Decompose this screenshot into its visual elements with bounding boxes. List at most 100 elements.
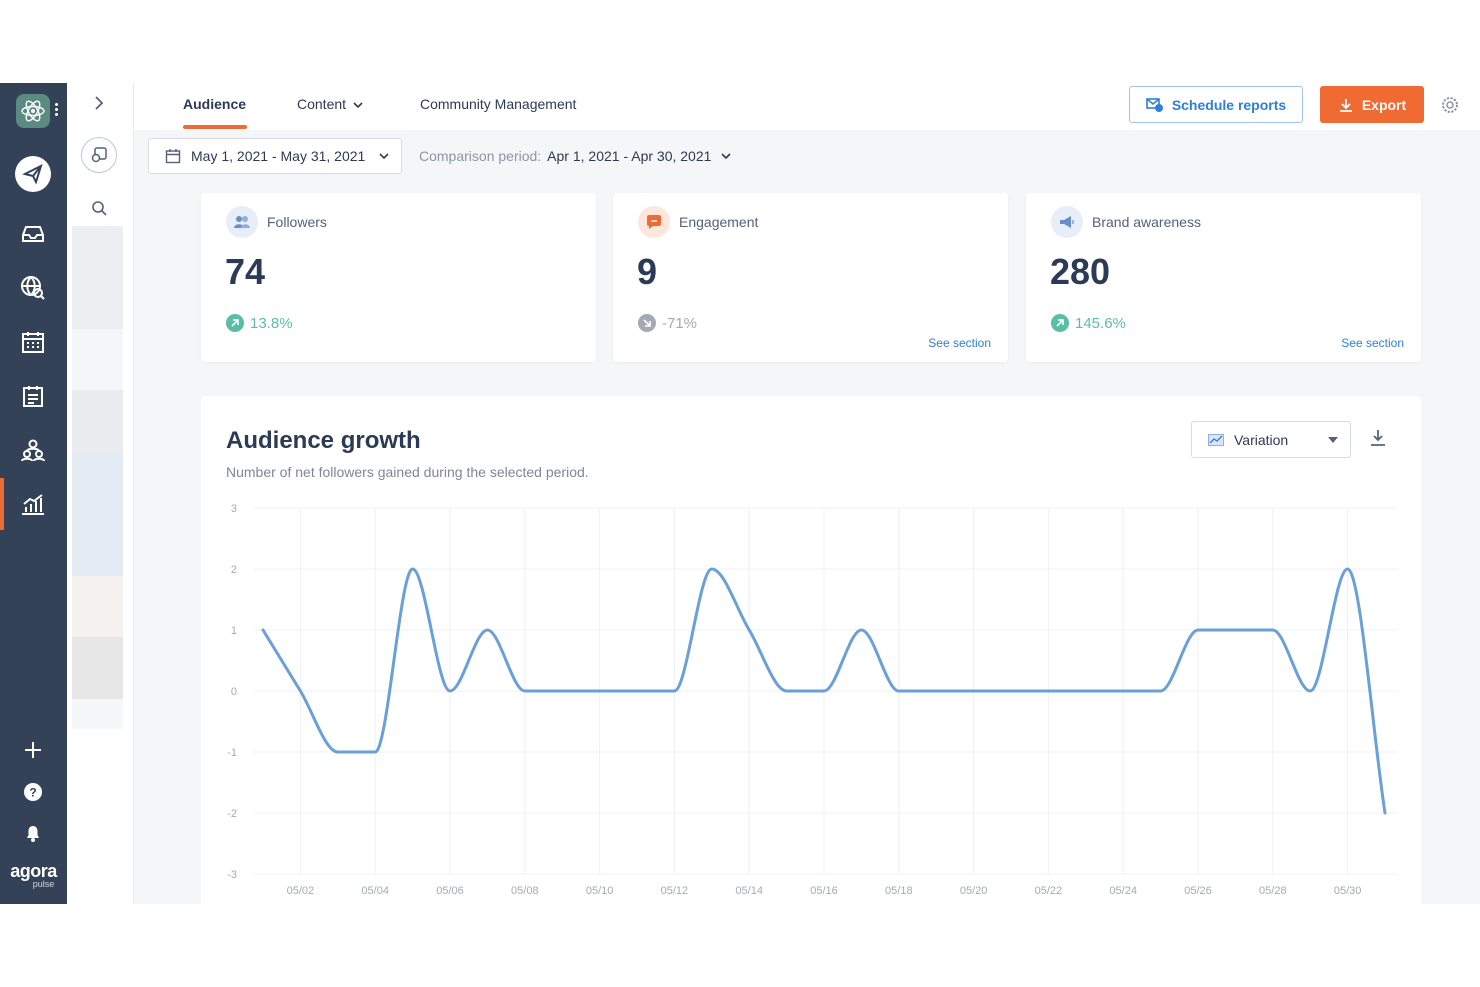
chart-subtitle: Number of net followers gained during th… <box>226 464 589 480</box>
x-tick-label: 05/28 <box>1259 885 1287 897</box>
tab-content[interactable]: Content <box>297 96 363 112</box>
search-icon[interactable] <box>91 200 107 216</box>
download-chart-icon[interactable] <box>1368 428 1388 448</box>
download-icon <box>1339 98 1352 112</box>
x-tick-label: 05/08 <box>511 885 539 897</box>
y-tick-label: -3 <box>227 869 237 881</box>
x-tick-label: 05/22 <box>1035 885 1063 897</box>
x-tick-label: 05/20 <box>960 885 988 897</box>
engagement-icon <box>638 206 670 238</box>
gear-icon[interactable] <box>1441 96 1459 114</box>
y-tick-label: 3 <box>231 503 237 515</box>
card-change-value: 145.6% <box>1075 314 1126 332</box>
schedule-mail-icon <box>1146 97 1163 112</box>
date-range-picker[interactable]: May 1, 2021 - May 31, 2021 <box>148 138 402 174</box>
profile-list-item[interactable] <box>72 699 123 729</box>
inbox-icon[interactable] <box>14 215 52 253</box>
listening-icon[interactable] <box>14 269 52 307</box>
workspace-menu-icon[interactable] <box>55 103 59 119</box>
chevron-down-icon <box>353 102 363 109</box>
calendar-icon <box>165 149 181 164</box>
chart-title: Audience growth <box>226 427 421 454</box>
audience-growth-chart: 3 2 1 0 -1 -2 -3 05/02 05/04 05/06 05/08 05/10 05/12… <box>227 503 1397 897</box>
caret-down-icon <box>1328 437 1338 443</box>
team-icon[interactable] <box>14 431 52 469</box>
publish-icon[interactable] <box>14 155 52 193</box>
card-value: 280 <box>1050 251 1111 292</box>
profile-list-item[interactable] <box>72 576 123 637</box>
followers-card: Followers 74 13.8% <box>201 193 596 362</box>
line-chart-icon <box>1208 433 1224 446</box>
active-tab-indicator <box>183 125 247 129</box>
followers-icon <box>226 206 258 238</box>
active-nav-indicator <box>0 478 4 530</box>
add-icon[interactable] <box>14 731 52 769</box>
x-tick-label: 05/06 <box>436 885 464 897</box>
export-button[interactable]: Export <box>1320 86 1424 123</box>
secondary-panel <box>67 83 134 904</box>
y-tick-label: -2 <box>227 808 237 820</box>
card-change: 145.6% <box>1051 314 1126 332</box>
see-section-link[interactable]: See section <box>1341 336 1404 350</box>
profile-selector[interactable] <box>81 137 117 173</box>
x-tick-label: 05/10 <box>586 885 614 897</box>
bell-icon[interactable] <box>14 814 52 852</box>
card-value: 74 <box>225 251 266 292</box>
card-change: -71% <box>638 314 697 332</box>
svg-text:?: ? <box>29 786 36 800</box>
report-header: Audience Content Community Management Sc… <box>134 83 1480 130</box>
y-tick-label: 1 <box>231 625 237 637</box>
x-tick-label: 05/24 <box>1109 885 1137 897</box>
card-change-value: -71% <box>662 314 698 332</box>
x-tick-label: 05/18 <box>885 885 913 897</box>
profile-list-item-selected[interactable] <box>72 453 123 576</box>
profile-list-item[interactable] <box>72 226 123 329</box>
comparison-period-selector[interactable]: Comparison period: Apr 1, 2021 - Apr 30,… <box>419 148 731 164</box>
tab-community-management[interactable]: Community Management <box>420 96 577 112</box>
help-icon[interactable]: ? <box>14 773 52 811</box>
profile-list-item[interactable] <box>72 390 123 453</box>
reports-icon[interactable] <box>14 485 52 523</box>
calendar-icon[interactable] <box>14 323 52 361</box>
brand-awareness-card: Brand awareness 280 145.6% See section <box>1026 193 1421 362</box>
x-tick-label: 05/04 <box>361 885 389 897</box>
export-label: Export <box>1361 96 1407 113</box>
app-window: ? agora pulse Audience Content Communi <box>0 83 1480 904</box>
tab-content-label: Content <box>297 96 347 112</box>
expand-chevron-icon[interactable] <box>91 95 107 111</box>
card-change: 13.8% <box>226 314 293 332</box>
card-change-value: 13.8% <box>250 314 293 332</box>
x-tick-label: 05/16 <box>810 885 838 897</box>
y-tick-label: 2 <box>231 564 237 576</box>
brand-logo: agora pulse <box>10 861 57 889</box>
trend-up-icon <box>226 314 244 332</box>
series-line <box>261 567 1387 815</box>
profiles-icon <box>91 147 107 163</box>
card-label: Followers <box>267 214 327 230</box>
see-section-link[interactable]: See section <box>928 336 991 350</box>
x-tick-label: 05/14 <box>735 885 763 897</box>
x-tick-label: 05/30 <box>1334 885 1362 897</box>
x-tick-label: 05/12 <box>661 885 689 897</box>
x-tick-label: 05/26 <box>1184 885 1212 897</box>
card-value: 9 <box>637 251 658 292</box>
y-tick-label: -1 <box>227 747 237 759</box>
card-label: Brand awareness <box>1092 214 1201 230</box>
profile-list-item[interactable] <box>72 329 123 390</box>
comparison-period-label: Comparison period: <box>419 148 542 164</box>
trend-up-icon <box>1051 314 1069 332</box>
schedule-reports-button[interactable]: Schedule reports <box>1129 86 1303 123</box>
x-tick-label: 05/02 <box>287 885 315 897</box>
trend-down-icon <box>638 314 656 332</box>
card-label: Engagement <box>679 214 759 230</box>
chevron-down-icon <box>379 153 389 160</box>
workspace-logo[interactable] <box>16 94 50 128</box>
tab-audience[interactable]: Audience <box>183 96 247 112</box>
date-range-value: May 1, 2021 - May 31, 2021 <box>191 148 366 164</box>
schedule-list-icon[interactable] <box>14 377 52 415</box>
audience-growth-card: Audience growth Number of net followers … <box>201 396 1421 904</box>
comparison-period-value: Apr 1, 2021 - Apr 30, 2021 <box>547 148 712 164</box>
chevron-down-icon <box>721 153 731 160</box>
view-mode-dropdown[interactable]: Variation <box>1191 421 1351 458</box>
profile-list-item[interactable] <box>72 637 123 699</box>
